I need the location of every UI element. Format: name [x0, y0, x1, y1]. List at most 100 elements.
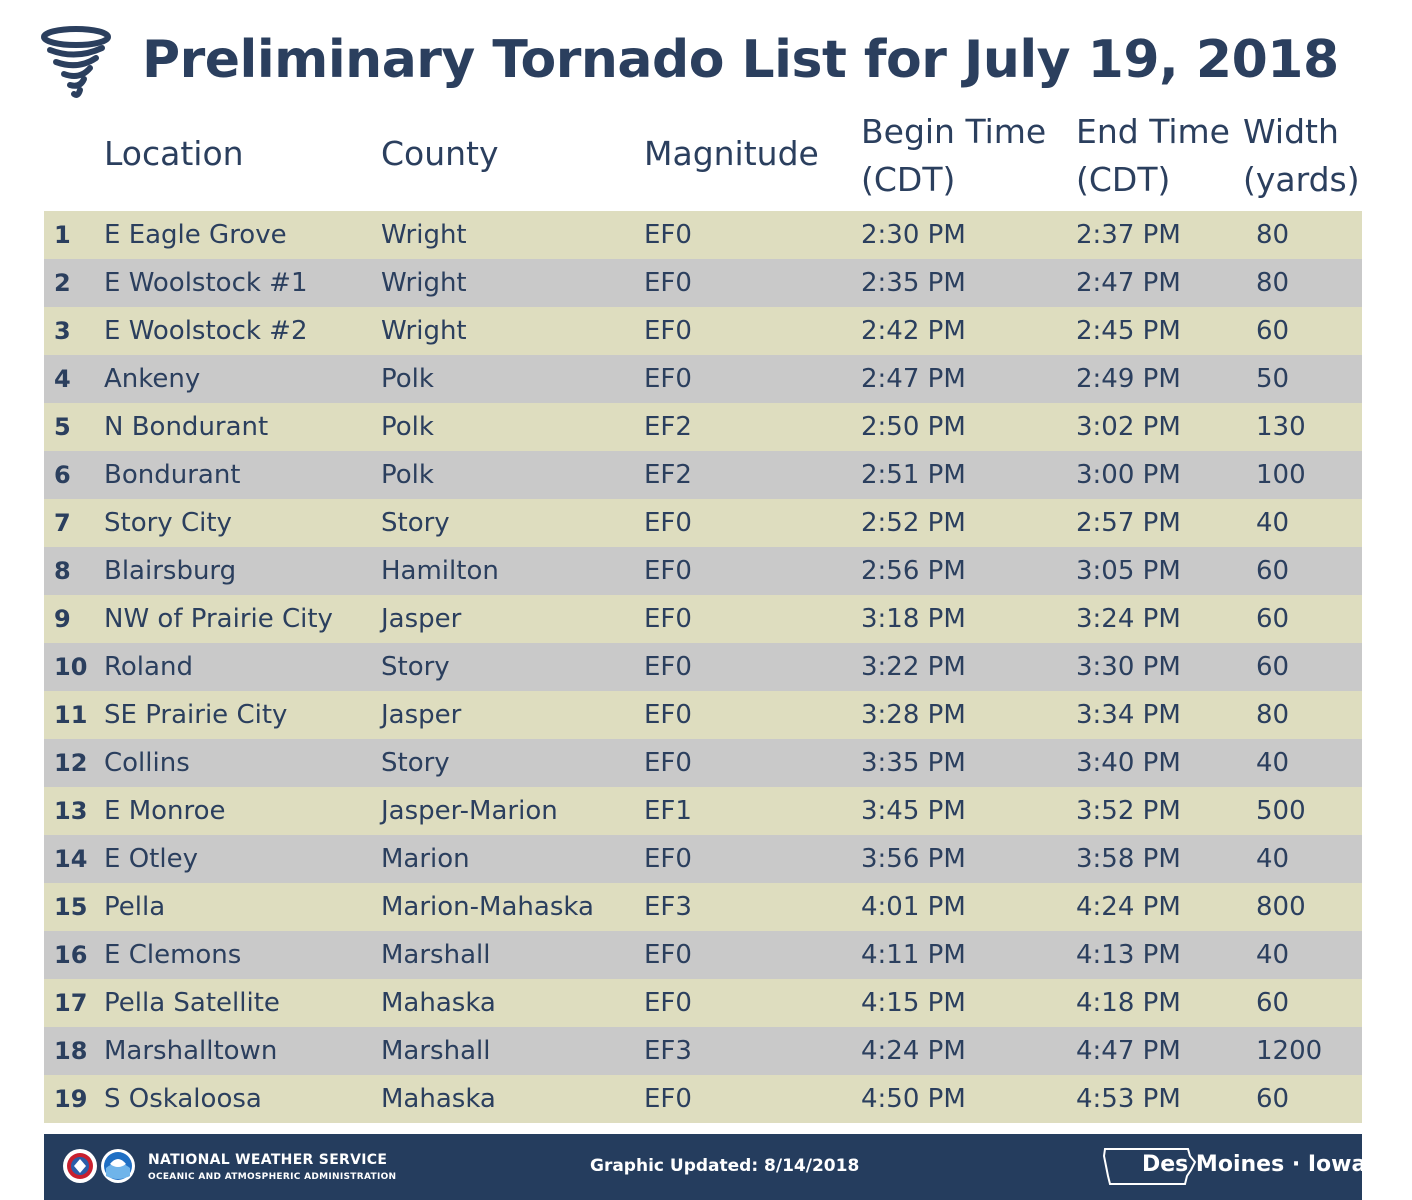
cell-width: 80 — [1256, 220, 1290, 250]
cell-begin-time: 2:47 PM — [861, 364, 966, 394]
table-row: 6 Bondurant Polk EF2 2:51 PM 3:00 PM 100 — [44, 451, 1362, 499]
cell-location: E Clemons — [104, 940, 242, 970]
cell-location: Pella Satellite — [104, 988, 280, 1018]
row-number: 9 — [54, 605, 71, 633]
cell-begin-time: 4:11 PM — [861, 940, 966, 970]
cell-county: Jasper-Marion — [381, 796, 558, 826]
cell-magnitude: EF3 — [644, 1036, 692, 1066]
cell-width: 60 — [1256, 556, 1290, 586]
table-row: 19 S Oskaloosa Mahaska EF0 4:50 PM 4:53 PM 60 — [44, 1075, 1362, 1123]
cell-county: Polk — [381, 364, 434, 394]
cell-location: Blairsburg — [104, 556, 237, 586]
cell-county: Story — [381, 508, 450, 538]
row-number: 16 — [54, 941, 88, 969]
table-row: 7 Story City Story EF0 2:52 PM 2:57 PM 40 — [44, 499, 1362, 547]
cell-begin-time: 4:24 PM — [861, 1036, 966, 1066]
cell-end-time: 4:53 PM — [1076, 1084, 1181, 1114]
cell-width: 60 — [1256, 604, 1290, 634]
header-end-time-unit: (CDT) — [1076, 160, 1171, 199]
cell-end-time: 3:34 PM — [1076, 700, 1181, 730]
cell-magnitude: EF0 — [644, 988, 692, 1018]
table-header: Location County Magnitude Begin Time (CD… — [44, 108, 1362, 210]
cell-end-time: 3:24 PM — [1076, 604, 1181, 634]
cell-end-time: 2:49 PM — [1076, 364, 1181, 394]
table-row: 14 E Otley Marion EF0 3:56 PM 3:58 PM 40 — [44, 835, 1362, 883]
cell-location: E Woolstock #2 — [104, 316, 308, 346]
cell-width: 80 — [1256, 268, 1290, 298]
row-number: 8 — [54, 557, 71, 585]
header-end-time: End Time (CDT) — [1076, 108, 1230, 204]
cell-location: SE Prairie City — [104, 700, 288, 730]
table-row: 12 Collins Story EF0 3:35 PM 3:40 PM 40 — [44, 739, 1362, 787]
cell-county: Marion-Mahaska — [381, 892, 594, 922]
cell-end-time: 2:57 PM — [1076, 508, 1181, 538]
row-number: 15 — [54, 893, 88, 921]
table-row: 15 Pella Marion-Mahaska EF3 4:01 PM 4:24 PM 80… — [44, 883, 1362, 931]
cell-width: 800 — [1256, 892, 1306, 922]
table-row: 2 E Woolstock #1 Wright EF0 2:35 PM 2:47 PM 80 — [44, 259, 1362, 307]
cell-end-time: 4:24 PM — [1076, 892, 1181, 922]
row-number: 10 — [54, 653, 88, 681]
row-number: 12 — [54, 749, 88, 777]
header-end-time-label: End Time — [1076, 112, 1230, 151]
header-width-unit: (yards) — [1243, 160, 1360, 199]
row-number: 11 — [54, 701, 88, 729]
header-location: Location — [104, 134, 244, 173]
cell-county: Wright — [381, 268, 467, 298]
iowa-outline-icon — [1102, 1148, 1197, 1185]
header-width: Width (yards) — [1243, 108, 1360, 204]
page-title: Preliminary Tornado List for July 19, 20… — [142, 30, 1339, 90]
row-number: 19 — [54, 1085, 88, 1113]
cell-width: 60 — [1256, 1084, 1290, 1114]
cell-location: Bondurant — [104, 460, 241, 490]
cell-location: E Otley — [104, 844, 198, 874]
cell-location: E Monroe — [104, 796, 226, 826]
cell-end-time: 4:18 PM — [1076, 988, 1181, 1018]
cell-county: Marshall — [381, 940, 491, 970]
cell-county: Marion — [381, 844, 470, 874]
nws-logo-icon — [63, 1149, 97, 1183]
header-begin-time-label: Begin Time — [861, 112, 1047, 151]
cell-width: 60 — [1256, 316, 1290, 346]
row-number: 18 — [54, 1037, 88, 1065]
cell-location: Story City — [104, 508, 232, 538]
title-bar: Preliminary Tornado List for July 19, 20… — [40, 18, 1370, 108]
cell-county: Jasper — [381, 604, 462, 634]
cell-begin-time: 2:52 PM — [861, 508, 966, 538]
cell-magnitude: EF0 — [644, 748, 692, 778]
row-number: 17 — [54, 989, 88, 1017]
cell-magnitude: EF0 — [644, 604, 692, 634]
cell-end-time: 3:58 PM — [1076, 844, 1181, 874]
agency-name: NATIONAL WEATHER SERVICE — [148, 1152, 388, 1168]
row-number: 1 — [54, 221, 71, 249]
cell-width: 50 — [1256, 364, 1290, 394]
cell-location: Roland — [104, 652, 193, 682]
cell-county: Mahaska — [381, 988, 496, 1018]
cell-magnitude: EF0 — [644, 220, 692, 250]
table-row: 11 SE Prairie City Jasper EF0 3:28 PM 3:34 PM… — [44, 691, 1362, 739]
cell-county: Wright — [381, 316, 467, 346]
cell-location: NW of Prairie City — [104, 604, 333, 634]
table-row: 4 Ankeny Polk EF0 2:47 PM 2:49 PM 50 — [44, 355, 1362, 403]
cell-location: N Bondurant — [104, 412, 269, 442]
cell-begin-time: 2:50 PM — [861, 412, 966, 442]
cell-county: Jasper — [381, 700, 462, 730]
cell-county: Polk — [381, 460, 434, 490]
cell-begin-time: 3:18 PM — [861, 604, 966, 634]
cell-location: E Eagle Grove — [104, 220, 287, 250]
graphic-updated: Graphic Updated: 8/14/2018 — [590, 1156, 860, 1176]
cell-magnitude: EF0 — [644, 508, 692, 538]
table-row: 3 E Woolstock #2 Wright EF0 2:42 PM 2:45 PM 60 — [44, 307, 1362, 355]
cell-location: Pella — [104, 892, 166, 922]
office-name: Des Moines · Iowa — [1142, 1152, 1367, 1177]
table-row: 10 Roland Story EF0 3:22 PM 3:30 PM 60 — [44, 643, 1362, 691]
cell-width: 60 — [1256, 652, 1290, 682]
cell-begin-time: 3:22 PM — [861, 652, 966, 682]
cell-width: 40 — [1256, 508, 1290, 538]
table-row: 9 NW of Prairie City Jasper EF0 3:18 PM 3:24 … — [44, 595, 1362, 643]
cell-begin-time: 3:28 PM — [861, 700, 966, 730]
cell-begin-time: 3:35 PM — [861, 748, 966, 778]
cell-end-time: 2:45 PM — [1076, 316, 1181, 346]
table-row: 5 N Bondurant Polk EF2 2:50 PM 3:02 PM 130 — [44, 403, 1362, 451]
cell-magnitude: EF0 — [644, 940, 692, 970]
